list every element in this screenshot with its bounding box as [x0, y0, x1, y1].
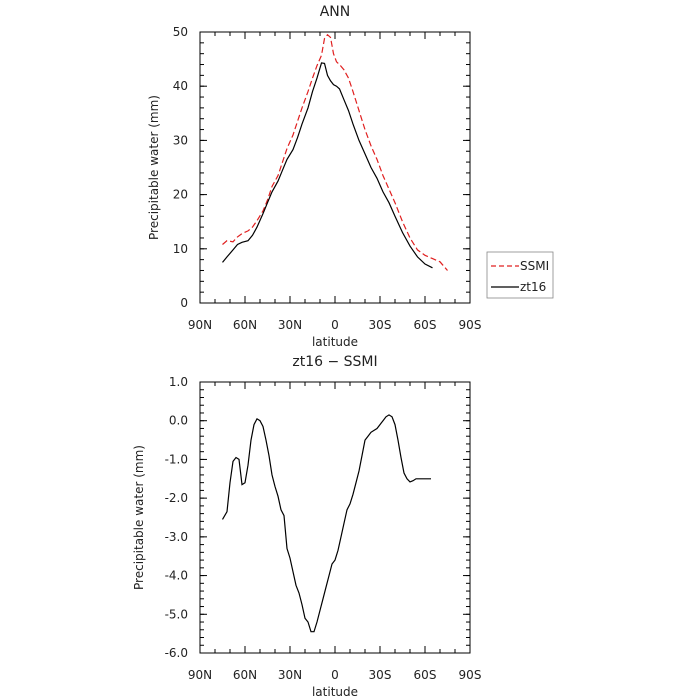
legend-box: [486, 251, 554, 299]
y-tick-label: 40: [173, 79, 188, 93]
x-tick-label: 30S: [369, 668, 392, 682]
y-tick-label: 1.0: [169, 375, 188, 389]
y-axis-title: Precipitable water (mm): [132, 445, 146, 590]
x-tick-label: 0: [331, 668, 339, 682]
legend-label-ssmi: SSMI: [520, 259, 549, 273]
x-tick-label: 0: [331, 318, 339, 332]
x-tick-label: 60N: [233, 668, 257, 682]
y-tick-label: -1.0: [165, 452, 188, 466]
y-tick-label: -3.0: [165, 530, 188, 544]
series-line-zt16: [222, 62, 433, 269]
x-tick-label: 30S: [369, 318, 392, 332]
y-tick-label: -4.0: [165, 569, 188, 583]
x-tick-label: 30N: [278, 318, 302, 332]
y-tick-label: -6.0: [165, 646, 188, 660]
y-tick-label: 0.0: [169, 414, 188, 428]
x-tick-label: 90N: [188, 318, 212, 332]
plot-frame: [199, 31, 471, 304]
x-tick-label: 90S: [459, 668, 482, 682]
x-tick-label: 60S: [414, 318, 437, 332]
legend: SSMI zt16: [486, 251, 554, 299]
chart-title: ANN: [320, 4, 351, 20]
x-tick-label: 90S: [459, 318, 482, 332]
plot-frame: [199, 381, 471, 654]
legend-label-zt16: zt16: [520, 280, 546, 294]
chart-title: zt16 − SSMI: [292, 354, 377, 370]
series-line-1: [221, 414, 431, 633]
y-tick-label: 10: [173, 242, 188, 256]
x-tick-label: 30N: [278, 668, 302, 682]
x-tick-label: 60N: [233, 318, 257, 332]
x-axis-title: latitude: [312, 685, 358, 699]
chart-panel-1: ANN 90N 60N 30N 0 30S 60S 90S 0 10 20 30 40 50 latitud…: [147, 4, 554, 349]
x-axis-title: latitude: [312, 335, 358, 349]
y-tick-label: 30: [173, 133, 188, 147]
y-tick-label: 50: [173, 25, 188, 39]
y-tick-label: 20: [173, 188, 188, 202]
y-axis-title: Precipitable water (mm): [147, 95, 161, 240]
y-tick-label: 0: [180, 296, 188, 310]
x-tick-label: 60S: [414, 668, 437, 682]
x-tick-label: 90N: [188, 668, 212, 682]
y-tick-label: -5.0: [165, 607, 188, 621]
series-line-ssmi: [222, 33, 448, 271]
chart-panel-2: zt16 − SSMI 90N 60N 30N 0 30S 60S 90S 1.0 0.0 -1.0…: [132, 354, 481, 699]
y-tick-label: -2.0: [165, 491, 188, 505]
